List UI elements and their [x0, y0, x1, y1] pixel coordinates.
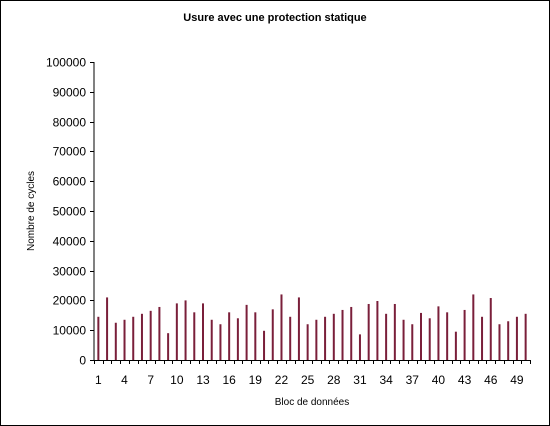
bar	[481, 316, 484, 360]
bar	[428, 318, 431, 360]
bar	[376, 301, 379, 360]
bar	[254, 312, 257, 360]
x-tick-label: 25	[301, 373, 315, 387]
bar	[507, 321, 510, 360]
bar	[106, 297, 109, 360]
y-axis: 0 10000 20000 30000 40000 50000 60000 70000 8000…	[46, 56, 95, 368]
bar	[114, 322, 117, 360]
bar	[184, 300, 187, 360]
x-tick-label: 22	[275, 373, 289, 387]
bar	[175, 303, 178, 360]
bar	[437, 306, 440, 360]
bar	[367, 303, 370, 360]
bar	[515, 316, 518, 360]
bar	[341, 309, 344, 360]
bar	[402, 319, 405, 360]
bar	[263, 330, 266, 360]
y-tick-label: 90000	[53, 86, 87, 100]
bar	[420, 312, 422, 360]
x-tick-label: 28	[327, 373, 341, 387]
bar	[385, 313, 388, 360]
bar	[123, 319, 126, 360]
bar	[454, 331, 457, 360]
y-tick-label: 70000	[53, 145, 87, 159]
x-tick-label: 46	[484, 373, 498, 387]
bar	[350, 306, 353, 360]
bar	[411, 324, 414, 360]
x-tick-label: 49	[510, 373, 524, 387]
x-tick-label: 7	[147, 373, 154, 387]
bars	[97, 294, 527, 360]
y-tick-label: 80000	[53, 116, 87, 130]
bar	[297, 297, 300, 360]
bar	[97, 316, 100, 360]
x-tick-label: 13	[196, 373, 210, 387]
bar	[132, 316, 135, 360]
bar	[202, 303, 204, 360]
bar	[524, 313, 527, 360]
x-tick-label: 37	[406, 373, 420, 387]
y-tick-label: 40000	[53, 235, 87, 249]
bar	[498, 324, 501, 360]
bar	[210, 319, 213, 360]
x-axis: 1 4 7 10 13 16 19 22 25 28 31 34 37 40 43 46 49	[94, 360, 531, 387]
x-tick-label: 10	[170, 373, 184, 387]
y-tick-label: 10000	[53, 324, 87, 338]
bar	[289, 316, 292, 360]
y-tick-label: 60000	[53, 175, 87, 189]
bar	[271, 309, 274, 360]
bar	[167, 333, 170, 360]
bar	[446, 312, 449, 360]
x-tick-label: 4	[121, 373, 128, 387]
bar	[306, 324, 309, 360]
bar	[393, 303, 396, 360]
bar	[358, 334, 361, 360]
bar	[315, 319, 318, 360]
bar	[149, 310, 152, 360]
bar	[489, 298, 492, 360]
bar	[245, 304, 248, 360]
chart-title: Usure avec une protection statique	[183, 12, 367, 24]
x-tick-label: 40	[432, 373, 446, 387]
x-tick-label: 1	[95, 373, 102, 387]
bar	[228, 312, 231, 360]
bar	[158, 306, 161, 360]
y-tick-label: 0	[79, 354, 86, 368]
bar	[140, 313, 143, 360]
bar	[236, 318, 239, 360]
x-tick-label: 34	[379, 373, 393, 387]
bar	[472, 294, 475, 360]
bar	[219, 324, 222, 360]
x-tick-label: 16	[222, 373, 236, 387]
y-tick-label: 30000	[53, 265, 87, 279]
bar	[463, 309, 466, 360]
bar	[324, 316, 327, 360]
x-tick-label: 43	[458, 373, 472, 387]
y-tick-label: 100000	[46, 56, 86, 70]
bar	[332, 313, 335, 360]
bar	[193, 312, 196, 360]
y-axis-label: Nombre de cycles	[26, 171, 37, 251]
y-tick-label: 20000	[53, 294, 87, 308]
x-tick-label: 19	[249, 373, 263, 387]
bar	[280, 294, 283, 360]
x-axis-label: Bloc de données	[275, 397, 350, 408]
x-tick-label: 31	[353, 373, 367, 387]
y-tick-label: 50000	[53, 205, 87, 219]
